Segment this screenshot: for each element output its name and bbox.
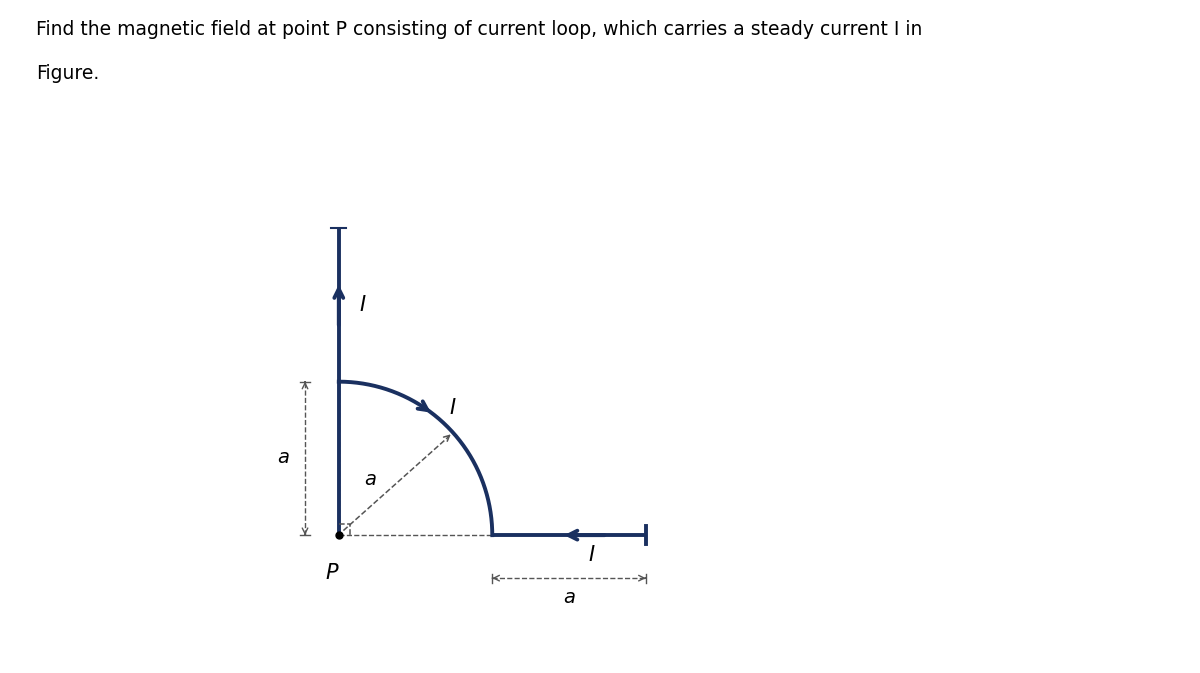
- Text: $a$: $a$: [277, 450, 290, 468]
- Text: Figure.: Figure.: [36, 64, 100, 83]
- Text: $I$: $I$: [359, 295, 366, 315]
- Text: $P$: $P$: [325, 563, 340, 583]
- Text: $a$: $a$: [364, 470, 377, 489]
- Text: $a$: $a$: [563, 589, 575, 607]
- Text: $I$: $I$: [449, 398, 456, 418]
- Text: Find the magnetic field at point P consisting of current loop, which carries a s: Find the magnetic field at point P consi…: [36, 20, 923, 39]
- Text: $I$: $I$: [588, 545, 596, 565]
